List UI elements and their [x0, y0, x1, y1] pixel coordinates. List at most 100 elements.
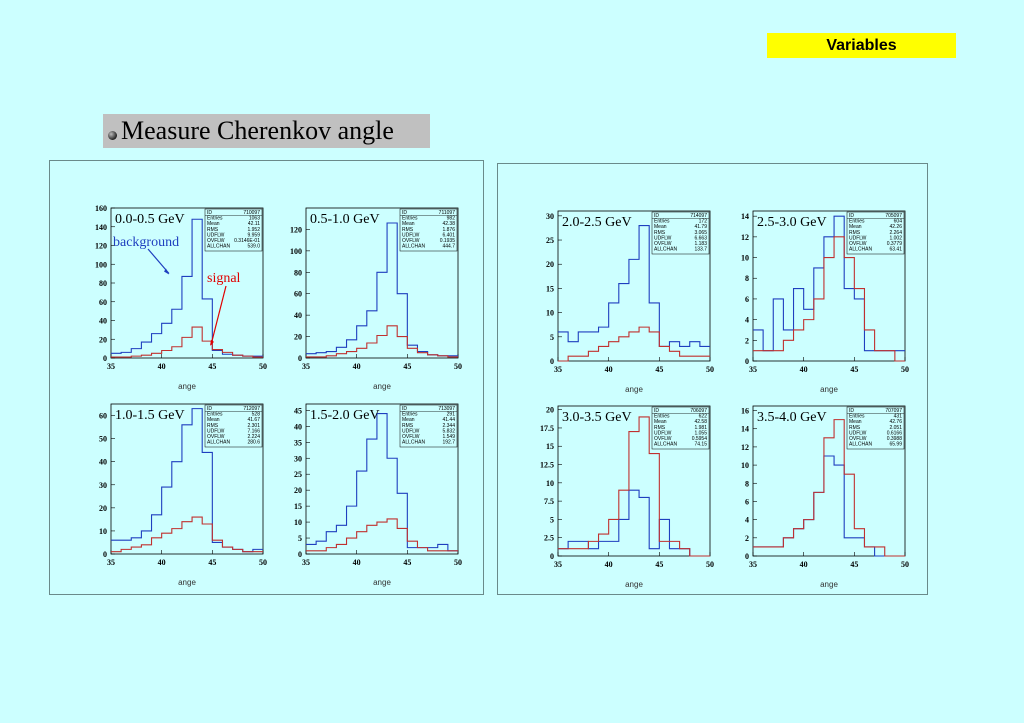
y-tick-label: 50 — [99, 435, 107, 444]
series-signal-line — [753, 236, 905, 362]
x-tick-label: 45 — [655, 560, 663, 569]
stats-value: 6.663 — [694, 235, 707, 241]
plot-frame — [305, 403, 459, 555]
stats-key: ID — [207, 406, 212, 412]
histogram-panel-right: 0 5 10 15 20 25 30 35 40 45 50 ange 2.0-2.5 GeV ID 714… — [497, 163, 928, 595]
stats-value: 1.952 — [247, 227, 260, 233]
stats-key: Entries — [402, 412, 418, 418]
histogram-3.0-3.5-gev: 0 2.5 5 7.5 10 12.5 15 17.5 20 35 40 45 50 ange 3.0-3.… — [536, 401, 726, 596]
stats-value: 41.79 — [694, 224, 707, 230]
stats-key: Mean — [654, 419, 667, 425]
y-tick-label: 80 — [294, 268, 302, 277]
x-tick-label: 40 — [353, 362, 361, 371]
y-tick-label: 10 — [294, 518, 302, 527]
stats-value: 1.183 — [694, 241, 707, 247]
stats-key: Entries — [402, 216, 418, 222]
y-tick-label: 6 — [745, 497, 749, 506]
stats-value: 74.15 — [694, 442, 707, 448]
stats-value: 539.0 — [247, 244, 260, 250]
y-tick-label: 0 — [103, 354, 107, 363]
plot-frame — [305, 207, 459, 359]
y-tick-label: 2.5 — [544, 534, 554, 543]
y-tick-label: 15 — [546, 284, 554, 293]
stats-box — [399, 404, 458, 448]
x-tick-label: 35 — [302, 362, 310, 371]
series-signal-line — [111, 516, 263, 553]
y-tick-label: 160 — [95, 204, 107, 213]
x-tick-label: 40 — [800, 560, 808, 569]
stats-value: 1.055 — [694, 430, 707, 436]
y-tick-label: 60 — [294, 290, 302, 299]
y-tick-label: 10 — [741, 254, 749, 263]
x-axis-label: ange — [178, 382, 196, 391]
stats-key: OVFLW — [402, 434, 420, 440]
x-axis-label: ange — [625, 580, 643, 589]
stats-value: 1.981 — [694, 425, 707, 431]
stats-box — [399, 208, 458, 252]
y-tick-label: 4 — [745, 316, 749, 325]
y-tick-label: 40 — [99, 317, 107, 326]
stats-box — [651, 211, 710, 255]
stats-value: 65.99 — [889, 442, 902, 448]
x-tick-label: 40 — [605, 560, 613, 569]
x-tick-label: 50 — [706, 365, 714, 374]
y-tick-label: 120 — [290, 225, 302, 234]
y-tick-label: 12.5 — [540, 461, 554, 470]
y-tick-label: 40 — [99, 458, 107, 467]
stats-key: Mean — [402, 221, 415, 227]
histogram-svg: 0 5 10 15 20 25 30 35 40 45 50 ange 2.0-2.5 GeV ID 714… — [546, 210, 714, 394]
y-tick-label: 60 — [99, 412, 107, 421]
stats-value: 444.7 — [442, 244, 455, 250]
stats-key: RMS — [402, 227, 414, 233]
series-signal-line — [753, 419, 905, 557]
y-tick-label: 30 — [546, 212, 554, 221]
y-tick-label: 25 — [546, 236, 554, 245]
arrow-head-icon — [164, 268, 169, 275]
x-tick-label: 50 — [901, 560, 909, 569]
x-tick-label: 40 — [353, 558, 361, 567]
stats-key: Mean — [849, 224, 862, 230]
stats-value: 9.959 — [247, 232, 260, 238]
y-tick-label: 120 — [95, 242, 107, 251]
y-tick-label: 0 — [298, 550, 302, 559]
stats-key: Entries — [849, 219, 865, 225]
y-tick-label: 40 — [294, 422, 302, 431]
series-background-line — [753, 455, 905, 557]
x-axis-label: ange — [373, 382, 391, 391]
y-tick-label: 12 — [741, 233, 749, 242]
stats-value: 42.58 — [694, 419, 707, 425]
stats-key: Mean — [402, 417, 415, 423]
histogram-svg: 0 20 40 60 80 100 120 140 160 35 40 45 50 ange 0.0-0.5… — [95, 204, 267, 391]
stats-key: Entries — [654, 219, 670, 225]
stats-value: 705097 — [885, 213, 902, 219]
stats-value: 714097 — [690, 213, 707, 219]
stats-key: ALLCHAN — [654, 442, 677, 448]
y-tick-label: 25 — [294, 470, 302, 479]
stats-key: UDFLW — [654, 430, 672, 436]
stats-key: Entries — [207, 216, 223, 222]
y-tick-label: 8 — [745, 479, 749, 488]
stats-value: 41.44 — [442, 417, 455, 423]
stats-key: ID — [849, 408, 854, 414]
y-tick-label: 8 — [745, 274, 749, 283]
histogram-1.5-2.0-gev: 0 5 10 15 20 25 30 35 40 45 35 40 45 50 ange 1.5-2.0 Ge… — [284, 399, 474, 594]
stats-value: 41.67 — [247, 417, 260, 423]
y-tick-label: 10 — [546, 309, 554, 318]
stats-value: 431 — [894, 414, 903, 420]
series-background-line — [558, 489, 710, 557]
y-tick-label: 17.5 — [540, 424, 554, 433]
stats-key: ALLCHAN — [207, 244, 230, 250]
y-tick-label: 0 — [745, 357, 749, 366]
histogram-2.0-2.5-gev: 0 5 10 15 20 25 30 35 40 45 50 ange 2.0-2.5 GeV ID 714… — [536, 206, 726, 401]
stats-key: RMS — [849, 425, 861, 431]
stats-value: 713097 — [438, 406, 455, 412]
stats-key: UDFLW — [849, 430, 867, 436]
stats-value: 0.3146E-01 — [234, 238, 260, 244]
stats-key: Mean — [654, 224, 667, 230]
x-axis-label: ange — [373, 578, 391, 587]
y-tick-label: 0 — [550, 552, 554, 561]
histogram-0.5-1.0-gev: 0 20 40 60 80 100 120 35 40 45 50 ange 0.5-1.0 GeV ID… — [284, 203, 474, 398]
x-tick-label: 45 — [850, 365, 858, 374]
y-tick-label: 140 — [95, 223, 107, 232]
x-tick-label: 45 — [208, 558, 216, 567]
